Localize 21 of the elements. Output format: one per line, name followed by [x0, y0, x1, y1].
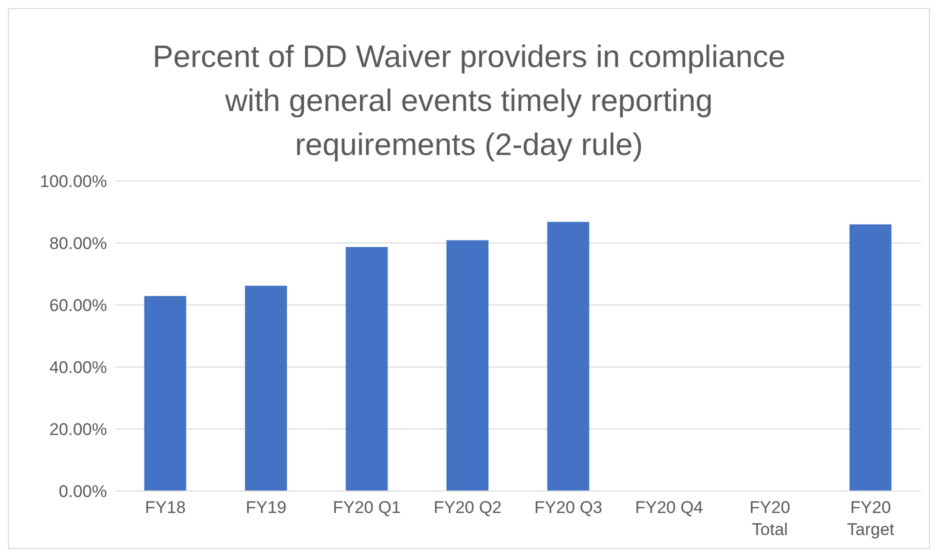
bar	[244, 286, 287, 491]
bar	[346, 247, 388, 491]
y-tick-label: 80.00%	[49, 234, 107, 254]
bar	[849, 224, 892, 491]
x-tick-label: FY20 Q1	[332, 498, 401, 517]
x-tick-label: FY20 Q3	[534, 498, 602, 517]
bar	[446, 240, 488, 491]
y-tick-label: 100.00%	[40, 172, 107, 192]
y-tick-label: 40.00%	[49, 358, 107, 378]
x-tick-label: FY20 Q2	[434, 498, 502, 517]
x-tick-label: FY19	[246, 498, 286, 517]
y-tick-label: 20.00%	[49, 420, 107, 440]
x-tick-label: FY20 Target	[847, 498, 895, 539]
bar	[144, 296, 186, 491]
y-tick-label: 0.00%	[58, 482, 107, 502]
x-tick-label: FY18	[145, 498, 186, 517]
x-tick-label: FY20 Total	[750, 498, 790, 539]
bar	[547, 222, 590, 491]
x-tick-label: FY20 Q4	[635, 498, 704, 517]
y-tick-label: 60.00%	[49, 296, 107, 316]
chart-title: Percent of DD Waiver providers in compliance with general events timely reporting requirements (2-day rule)	[152, 38, 786, 164]
